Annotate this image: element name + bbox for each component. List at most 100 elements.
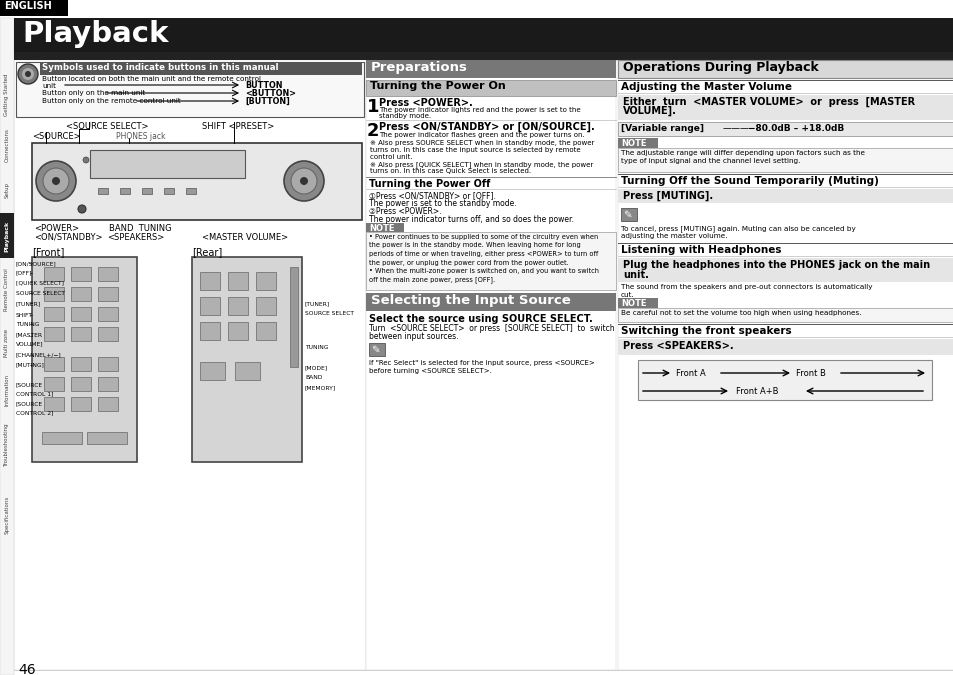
Circle shape [36, 161, 76, 201]
Text: The power indicator flashes green and the power turns on.: The power indicator flashes green and th… [378, 132, 584, 138]
Text: turns on. In this case the input source is selected by remote: turns on. In this case the input source … [370, 147, 580, 153]
Text: [MASTER: [MASTER [16, 332, 43, 337]
Text: type of input signal and the channel level setting.: type of input signal and the channel lev… [620, 158, 800, 164]
Text: unit: unit [42, 83, 56, 89]
Text: adjusting the master volume.: adjusting the master volume. [620, 233, 727, 239]
Bar [234, 362, 260, 380]
Bar [44, 287, 64, 301]
Bar [16, 62, 364, 117]
Text: Select the source using SOURCE SELECT.: Select the source using SOURCE SELECT. [369, 314, 592, 324]
Bar [71, 267, 91, 281]
Bar [40, 62, 361, 75]
Text: [SOURCE: [SOURCE [16, 382, 43, 387]
Text: Playback: Playback [22, 20, 169, 48]
Text: <ON/STANDBY>: <ON/STANDBY> [34, 233, 102, 242]
Text: Front A: Front A [676, 369, 705, 378]
Bar [98, 397, 118, 411]
Text: • Power continues to be supplied to some of the circuitry even when: • Power continues to be supplied to some… [369, 234, 598, 240]
Text: [TUNER]: [TUNER] [16, 301, 41, 306]
Text: The power indicator turns off, and so does the power.: The power indicator turns off, and so do… [369, 215, 574, 224]
Text: ①Press <ON/STANDBY> or [OFF].: ①Press <ON/STANDBY> or [OFF]. [369, 191, 496, 200]
Text: ※ Also press SOURCE SELECT when in standby mode, the power: ※ Also press SOURCE SELECT when in stand… [370, 140, 594, 146]
Bar [290, 267, 297, 367]
Circle shape [284, 161, 324, 201]
Bar [98, 307, 118, 321]
Bar [0, 213, 14, 258]
Text: Turning Off the Sound Temporarily (Muting): Turning Off the Sound Temporarily (Mutin… [620, 176, 878, 186]
Bar [44, 377, 64, 391]
Text: [Front]: [Front] [32, 247, 64, 257]
Text: unit.: unit. [622, 270, 648, 280]
Text: • When the multi-zone power is switched on, and you want to switch: • When the multi-zone power is switched … [369, 268, 598, 274]
Text: Connections: Connections [5, 128, 10, 162]
Bar [200, 362, 225, 380]
Text: ※ Also press [QUICK SELECT] when in standby mode, the power: ※ Also press [QUICK SELECT] when in stan… [370, 161, 593, 168]
Bar [618, 258, 953, 282]
Text: Information: Information [5, 374, 10, 406]
Text: the power is in the standby mode. When leaving home for long: the power is in the standby mode. When l… [369, 242, 580, 248]
Text: <MASTER VOLUME>: <MASTER VOLUME> [202, 233, 288, 242]
Bar [618, 298, 658, 308]
Bar [42, 432, 82, 444]
Text: 46: 46 [18, 663, 35, 675]
Text: BAND: BAND [305, 375, 322, 380]
Circle shape [43, 168, 69, 194]
Text: Troubleshooting: Troubleshooting [5, 423, 10, 467]
Bar [0, 0, 68, 16]
Text: Remote Control: Remote Control [5, 269, 10, 311]
Bar [71, 357, 91, 371]
Text: Listening with Headphones: Listening with Headphones [620, 245, 781, 255]
Text: Selecting the Input Source: Selecting the Input Source [371, 294, 570, 307]
Text: cut.: cut. [620, 292, 634, 298]
Bar [228, 272, 248, 290]
Text: Either  turn  <MASTER VOLUME>  or  press  [MASTER: Either turn <MASTER VOLUME> or press [MA… [622, 97, 914, 107]
Bar [255, 272, 275, 290]
Bar [32, 257, 137, 462]
Text: Turning the Power On: Turning the Power On [370, 81, 505, 91]
Text: <BUTTON>: <BUTTON> [245, 89, 295, 98]
Text: Preparations: Preparations [371, 61, 467, 74]
Bar [44, 397, 64, 411]
Bar [618, 339, 953, 355]
Text: [MUTING]: [MUTING] [16, 362, 45, 367]
Bar [369, 343, 385, 356]
Text: −80.0dB – +18.0dB: −80.0dB – +18.0dB [747, 124, 843, 133]
Bar [98, 357, 118, 371]
Bar [44, 267, 64, 281]
Bar [200, 322, 220, 340]
Bar [44, 307, 64, 321]
Text: Button only on the main unit: Button only on the main unit [42, 90, 145, 96]
Text: ENGLISH: ENGLISH [4, 1, 51, 11]
Text: PHONES jack: PHONES jack [116, 132, 165, 141]
Text: the power, or unplug the power cord from the power outlet.: the power, or unplug the power cord from… [369, 259, 568, 265]
Text: [QUICK SELECT]: [QUICK SELECT] [16, 280, 64, 285]
Bar [366, 232, 616, 290]
Bar [98, 377, 118, 391]
Bar [0, 18, 14, 675]
Bar [44, 357, 64, 371]
Text: The sound from the speakers and pre-out connectors is automatically: The sound from the speakers and pre-out … [620, 284, 872, 290]
Bar [71, 307, 91, 321]
Text: Front A+B: Front A+B [735, 387, 778, 396]
Bar [87, 432, 127, 444]
Text: Setup: Setup [5, 182, 10, 198]
Bar [164, 188, 173, 194]
Bar [255, 322, 275, 340]
Text: If "Rec Select" is selected for the input source, press <SOURCE>: If "Rec Select" is selected for the inpu… [369, 360, 594, 366]
Text: [BUTTON]: [BUTTON] [245, 97, 290, 106]
Text: Button only on the remote control unit: Button only on the remote control unit [42, 98, 180, 104]
Text: The power is set to the standby mode.: The power is set to the standby mode. [369, 199, 517, 208]
Text: SHIFT: SHIFT [16, 313, 33, 318]
Circle shape [299, 177, 308, 185]
Text: [Variable range]: [Variable range] [620, 124, 703, 133]
Text: Specifications: Specifications [5, 496, 10, 534]
Text: [OFF]: [OFF] [16, 270, 32, 275]
Bar [98, 327, 118, 341]
Text: NOTE: NOTE [620, 299, 646, 308]
Bar [71, 327, 91, 341]
Bar [14, 52, 953, 60]
Text: periods of time or when traveling, either press <POWER> to turn off: periods of time or when traveling, eithe… [369, 251, 598, 257]
Text: CONTROL 2]: CONTROL 2] [16, 410, 53, 415]
Bar [200, 272, 220, 290]
Bar [14, 60, 366, 670]
